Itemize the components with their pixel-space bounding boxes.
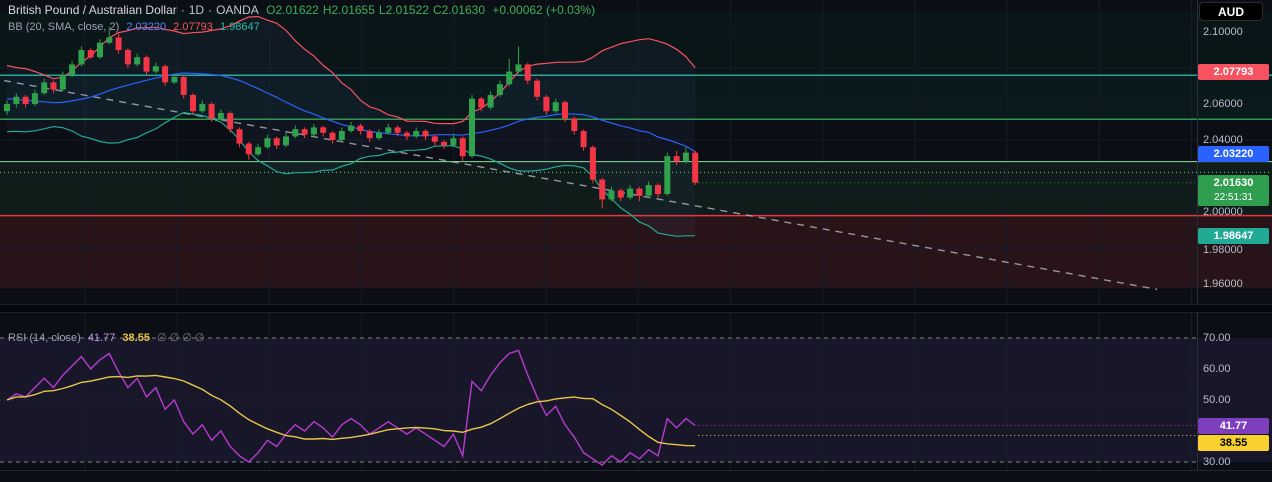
axis-badge: 2.01630 22:51:31 [1198, 175, 1269, 206]
axis-tick: 70.00 [1203, 332, 1231, 344]
trendline [3, 79, 1158, 291]
symbol-legend[interactable]: British Pound / Australian Dollar · 1D · OAN… [8, 3, 599, 17]
axis-tick: 2.04000 [1203, 134, 1243, 146]
rsi-value: 41.77 [87, 332, 116, 344]
bb-basis-value: 2.03220 [126, 21, 167, 33]
symbol-name[interactable]: British Pound / Australian Dollar [8, 3, 177, 17]
axis-badge: 41.77 [1198, 418, 1269, 434]
interval-label[interactable]: 1D [188, 3, 205, 17]
rsi-plot [6, 349, 1197, 467]
axis-tick: 2.10000 [1203, 26, 1243, 38]
bb-legend[interactable]: BB (20, SMA, close, 2) 2.03220 2.07793 1… [8, 21, 264, 33]
ohlc-open: O2.01622 [266, 3, 319, 17]
currency-aud-label: AUD [1218, 4, 1244, 19]
rsi-hidden-plots: ∅ ∅ ∅ ∅ [157, 332, 205, 344]
bb-upper-value: 2.07793 [173, 21, 213, 33]
axis-tick: 50.00 [1203, 394, 1231, 406]
ohlc-high: H2.01655 [322, 3, 375, 17]
countdown-timer: 22:51:31 [1214, 192, 1253, 203]
exchange-label: OANDA [216, 3, 259, 17]
axis-badge: 2.03220 [1198, 146, 1269, 162]
axis-badge: 38.55 [1198, 435, 1269, 451]
axis-tick: 2.00000 [1203, 206, 1243, 218]
axis-tick: 1.96000 [1203, 278, 1243, 290]
ohlc-close: C2.01630 [432, 3, 485, 17]
axis-tick: 1.98000 [1203, 244, 1243, 256]
rsi-legend[interactable]: RSI (14, close) 41.77 38.55 ∅ ∅ ∅ ∅ [8, 331, 209, 344]
axis-tick: 60.00 [1203, 363, 1231, 375]
pane-separator[interactable] [0, 304, 1272, 313]
bb-title[interactable]: BB (20, SMA, close, 2) [8, 21, 120, 33]
candles [4, 26, 699, 209]
change-label: +0.00062 (+0.03%) [492, 3, 596, 17]
price-axis-border [1197, 0, 1198, 482]
time-axis[interactable] [0, 470, 1272, 482]
bb-lower-value: 1.98647 [219, 21, 260, 33]
axis-tick: 30.00 [1203, 456, 1231, 468]
legend-separator: · [180, 3, 185, 17]
axis-badge: 1.98647 [1198, 228, 1269, 244]
currency-aud-button[interactable]: AUD [1199, 2, 1263, 21]
rsi-title[interactable]: RSI (14, close) [8, 332, 81, 344]
ohlc-low: L2.01522 [378, 3, 429, 17]
rsi-ma-value: 38.55 [122, 332, 150, 344]
axis-badge: 2.07793 [1198, 64, 1269, 80]
axis-tick: 2.06000 [1203, 98, 1243, 110]
legend-separator: · [208, 3, 213, 17]
